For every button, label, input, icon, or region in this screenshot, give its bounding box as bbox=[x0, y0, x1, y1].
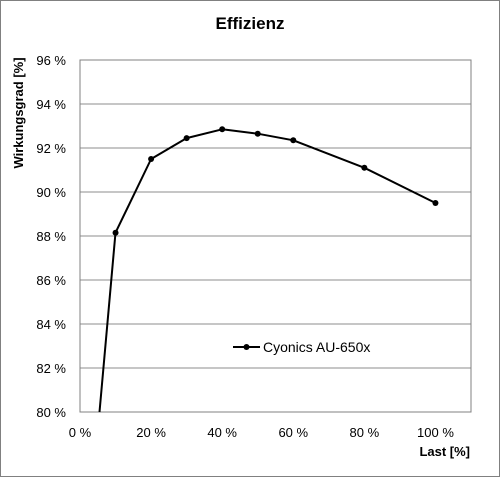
data-point bbox=[112, 229, 119, 236]
grid-lines bbox=[80, 103, 471, 369]
legend-entry-label: Cyonics AU-650x bbox=[263, 339, 370, 355]
y-tick-label: 82 % bbox=[36, 361, 66, 376]
y-tick-label: 94 % bbox=[36, 97, 66, 112]
x-tick-label: 80 % bbox=[350, 425, 380, 440]
y-tick-label: 90 % bbox=[36, 185, 66, 200]
data-point bbox=[219, 126, 226, 133]
x-tick-label: 100 % bbox=[417, 425, 454, 440]
data-point bbox=[183, 135, 190, 142]
data-point bbox=[254, 130, 261, 137]
data-point bbox=[361, 164, 368, 171]
x-tick-label: 20 % bbox=[136, 425, 166, 440]
x-axis-title: Last [%] bbox=[419, 444, 470, 459]
y-tick-label: 86 % bbox=[36, 273, 66, 288]
legend: Cyonics AU-650x bbox=[233, 339, 370, 355]
y-axis-title: Wirkungsgrad [%] bbox=[11, 57, 26, 168]
y-tick-label: 88 % bbox=[36, 229, 66, 244]
tick-labels: 80 % 82 % 84 % 86 % 88 % 90 % 92 % 94 % 96 % 0 % 2… bbox=[36, 53, 454, 440]
y-tick-label: 92 % bbox=[36, 141, 66, 156]
x-tick-label: 60 % bbox=[278, 425, 308, 440]
chart-title: Effizienz bbox=[216, 14, 285, 33]
data-point bbox=[148, 156, 155, 162]
data-point bbox=[432, 200, 439, 206]
y-tick-label: 84 % bbox=[36, 317, 66, 332]
data-point bbox=[290, 137, 297, 144]
x-tick-label: 0 % bbox=[69, 425, 92, 440]
legend-marker-swatch bbox=[243, 344, 250, 350]
plot-frame bbox=[79, 59, 472, 413]
x-tick-label: 40 % bbox=[207, 425, 237, 440]
series-layer bbox=[98, 126, 439, 413]
y-tick-label: 80 % bbox=[36, 405, 66, 420]
y-tick-label: 96 % bbox=[36, 53, 66, 68]
